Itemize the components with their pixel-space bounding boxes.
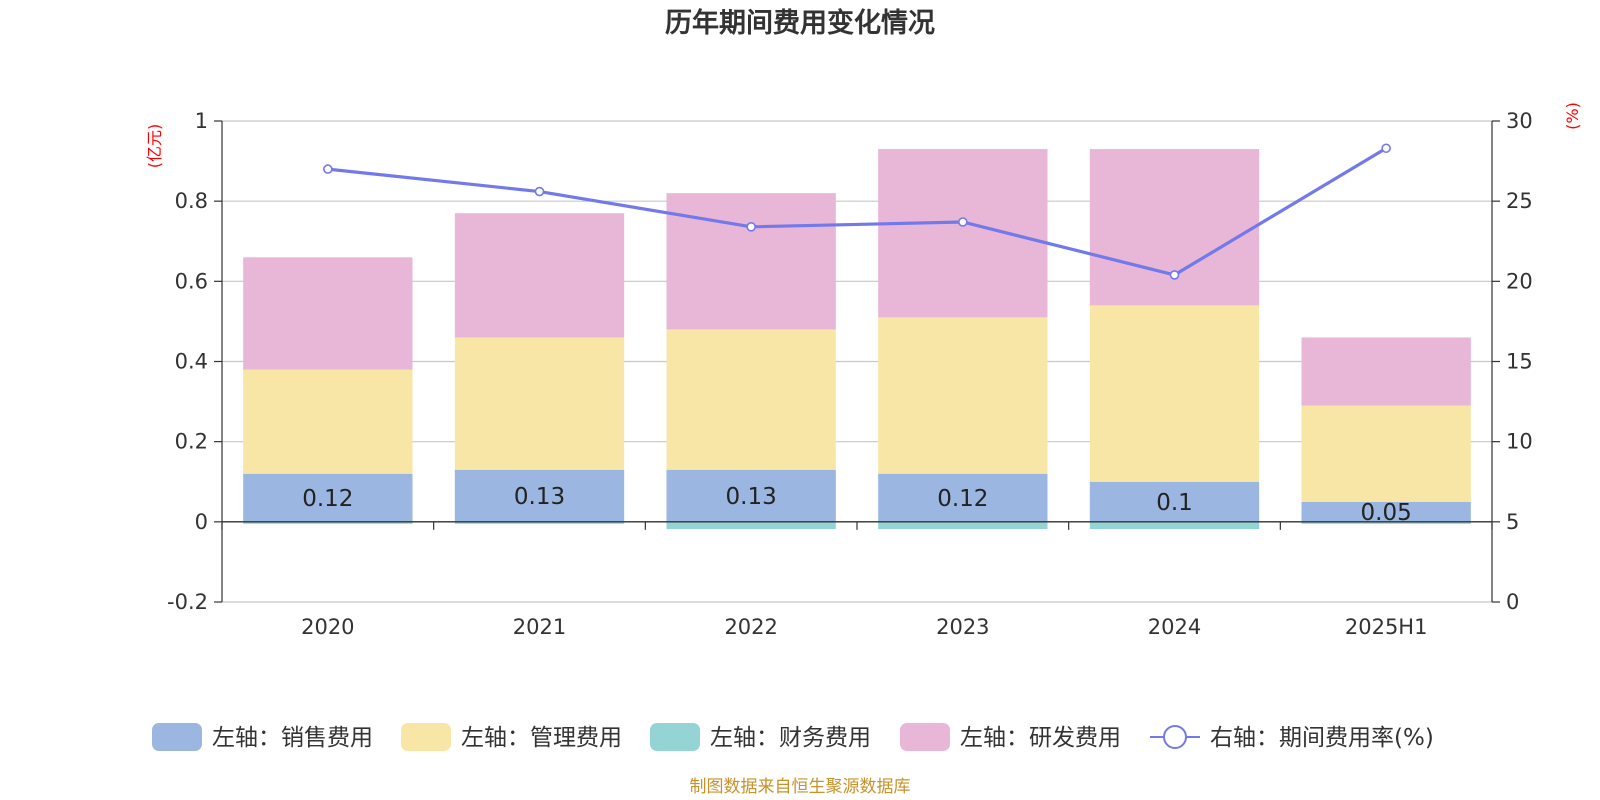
legend-swatch-3	[650, 723, 700, 751]
chart-title: 历年期间费用变化情况	[665, 7, 935, 39]
right-axis-tick-label: 25	[1506, 189, 1533, 213]
right-axis-unit: (%)	[1563, 102, 1582, 130]
bar-segment-1	[878, 473, 1048, 522]
left-axis-tick-label: 0.4	[175, 350, 208, 374]
rate-point	[746, 222, 756, 232]
bar-segment-4	[666, 193, 836, 330]
x-axis-tick-label: 2024	[1148, 615, 1201, 639]
bar-data-label: 0.12	[937, 486, 988, 512]
bar-data-label: 0.1	[1156, 490, 1193, 516]
legend-swatch-1	[152, 723, 202, 751]
bar-segment-2	[1089, 305, 1260, 482]
bar-segment-1	[243, 473, 413, 522]
rate-point	[323, 164, 333, 174]
source-note: 制图数据来自恒生聚源数据库	[690, 777, 911, 797]
legend-label-2: 左轴：管理费用	[461, 725, 622, 751]
legend-label-4: 左轴：研发费用	[960, 725, 1121, 751]
bar-data-label: 0.13	[514, 484, 565, 510]
bar-segment-4	[454, 213, 625, 338]
legend-marker	[1163, 725, 1187, 749]
bar-segment-3	[243, 521, 413, 524]
x-axis-tick-label: 2023	[936, 615, 989, 639]
left-axis-tick-label: 0.6	[175, 269, 208, 293]
bar-data-labels: 0.12 0.13 0.13 0.12 0.1 0.05	[302, 484, 1412, 526]
bar-segment-3	[1089, 521, 1260, 530]
bar-data-label: 0.05	[1361, 500, 1412, 526]
right-axis-tick-label: 5	[1506, 510, 1519, 534]
bar-segment-1	[1301, 501, 1471, 522]
right-axis-tick-label: 20	[1506, 269, 1533, 293]
left-axis-unit: (亿元)	[145, 124, 164, 169]
bar-segment-3	[666, 521, 836, 530]
bar-segment-4	[1301, 337, 1471, 406]
rate-point	[534, 186, 545, 197]
rate-line-series	[323, 143, 1391, 280]
bar-segment-4	[878, 149, 1048, 318]
legend: 左轴：销售费用 左轴：管理费用 左轴：财务费用 左轴：研发费用 右轴：期间费用率(%)	[152, 723, 1434, 751]
right-axis-tick-label: 0	[1506, 590, 1519, 614]
left-axis-tick-label: 0	[195, 510, 208, 534]
bar-segment-4	[243, 257, 413, 370]
right-axis-tick-label: 15	[1506, 350, 1533, 374]
bar-segment-1	[454, 469, 625, 522]
bar-segment-2	[243, 369, 413, 474]
x-axis-tick-label: 2022	[724, 615, 777, 639]
bar-segment-2	[666, 329, 836, 470]
left-axis-tick-label: 0.8	[175, 189, 208, 213]
bar-segment-2	[878, 317, 1048, 474]
bar-segment-2	[1301, 405, 1471, 502]
bar-segment-1	[1089, 481, 1260, 522]
left-axis-tick-label: 1	[195, 109, 208, 133]
x-axis-tick-label: 2025H1	[1345, 615, 1428, 639]
right-axis-tick-label: 10	[1506, 430, 1533, 454]
rate-line	[327, 146, 1387, 277]
legend-swatch-4	[900, 723, 950, 751]
rate-point	[1381, 143, 1391, 154]
rate-point	[1169, 270, 1180, 280]
bar-data-label: 0.12	[302, 486, 353, 512]
bar-segment-2	[454, 337, 625, 470]
x-axis-tick-label: 2020	[301, 615, 354, 639]
x-axis-tick-label: 2021	[513, 615, 566, 639]
legend-label-1: 左轴：销售费用	[212, 725, 373, 751]
bar-segment-3	[454, 521, 625, 524]
legend-label-3: 左轴：财务费用	[710, 725, 871, 751]
left-axis-tick-label: -0.2	[167, 590, 208, 614]
bar-segment-4	[1089, 149, 1260, 306]
bar-data-label: 0.13	[726, 484, 777, 510]
rate-point	[958, 217, 968, 227]
legend-label-5: 右轴：期间费用率(%)	[1210, 725, 1434, 751]
right-axis-tick-label: 30	[1506, 109, 1533, 133]
bar-segment-1	[666, 469, 836, 522]
left-axis-tick-label: 0.2	[175, 430, 208, 454]
bar-segment-3	[878, 521, 1048, 530]
bar-series	[243, 149, 1471, 530]
legend-swatch-2	[401, 723, 451, 751]
bar-segment-3	[1301, 521, 1471, 524]
